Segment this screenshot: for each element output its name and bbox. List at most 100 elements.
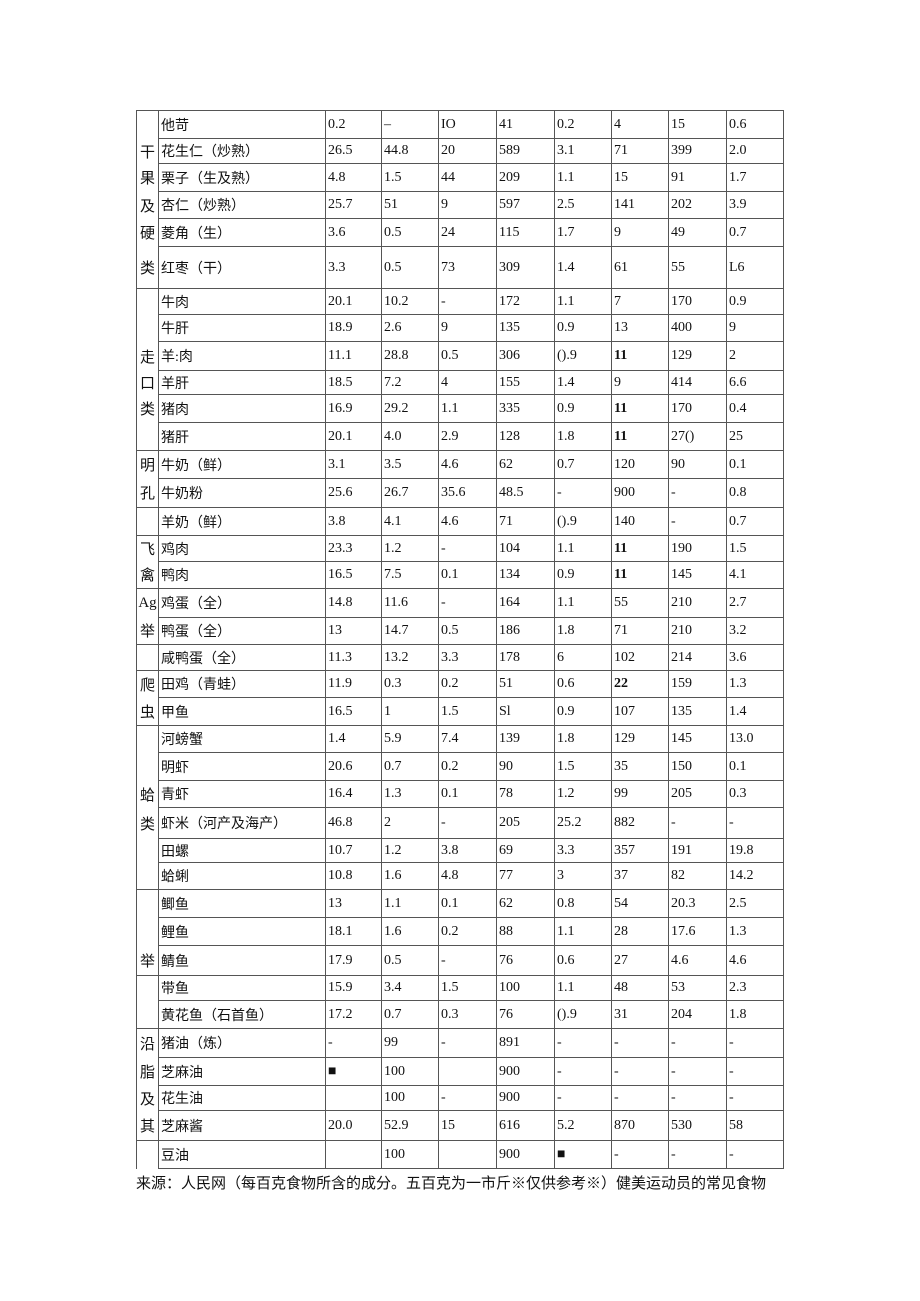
table-row: 牛肉 20.1 10.2-172 1.1 7 170 0.9 [136,288,784,315]
table-row: 牛肝 18.9 2.6 9 135 0.9 13 400 9 [136,314,784,342]
value-cell: 1.1 [554,163,612,192]
value-cell: - [668,478,727,508]
category-label: 类 [136,807,159,839]
value-cell: 16.5 [325,697,382,726]
value-cell: 41 [496,110,555,139]
value-cell: 209 [496,163,555,192]
value-cell: 76 [496,945,555,976]
table-row: 咸鸭蛋（全） 11.3 13.2 3.3 178 6 102 214 3.6 [136,644,784,671]
value-cell: 2.3 [726,975,784,1001]
food-name: 甲鱼 [158,697,326,726]
value-cell: 3.1 [325,450,382,479]
value-cell: 0.4 [726,394,784,423]
value-cell: 6.6 [726,370,784,395]
value-cell: L6 [726,246,784,289]
value-cell: 7.5 [381,561,439,589]
value-cell: 0.8 [726,478,784,508]
value-cell: 1.1 [554,588,612,618]
value-cell: ().9 [554,341,612,371]
value-cell: 129 [668,341,727,371]
value-cell: 25.7 [325,191,382,219]
value-cell: 31 [611,1000,669,1029]
value-cell: 4.1 [726,561,784,589]
food-name: 羊肝 [158,370,326,395]
value-cell: 99 [611,780,669,808]
value-cell: - [726,1057,784,1086]
value-cell: 71 [496,507,555,536]
value-cell: 62 [496,450,555,479]
value-cell: 0.3 [726,780,784,808]
value-cell: 0.1 [438,780,497,808]
value-cell: 1.2 [381,838,439,863]
value-cell: 17.9 [325,945,382,976]
value-cell: 9 [611,370,669,395]
value-cell: 0.5 [438,341,497,371]
value-cell: 16.9 [325,394,382,423]
category-label [136,314,159,342]
value-cell: 335 [496,394,555,423]
table-row: 类虾米（河产及海产） 46.8 2-205 25.2 882- - [136,807,784,839]
table-row: 鲤鱼 18.1 1.6 0.2 88 1.1 28 17.6 1.3 [136,917,784,946]
table-row: 举鲭鱼 17.9 0.5-76 0.6 27 4.6 4.6 [136,945,784,976]
value-cell: 309 [496,246,555,289]
value-cell: - [438,1085,497,1111]
value-cell: 0.7 [381,752,439,781]
value-cell: 3.2 [726,617,784,645]
table-row: 举鸭蛋（全） 13 14.7 0.5 186 1.8 71 210 3.2 [136,617,784,645]
category-label [136,1140,159,1169]
table-row: Ag 鸡蛋（全） 14.8 11.6-164 1.1 55 210 2.7 [136,588,784,618]
food-name: 芝麻酱 [158,1110,326,1141]
value-cell: 3.3 [325,246,382,289]
table-row: 沿猪油（炼） -99-891- - - - [136,1028,784,1058]
value-cell: 9 [611,218,669,247]
value-cell [438,1057,497,1086]
value-cell: 414 [668,370,727,395]
value-cell: 107 [611,697,669,726]
value-cell: - [611,1028,669,1058]
value-cell: 17.2 [325,1000,382,1029]
value-cell: 4.0 [381,422,439,451]
table-row: 口羊肝 18.5 7.2 4 155 1.4 9 414 6.6 [136,370,784,395]
food-name: 猪肝 [158,422,326,451]
category-label [136,838,159,863]
table-row: 孔牛奶粉 25.6 26.7 35.6 48.5-900-0.8 [136,478,784,508]
category-label: 蛤 [136,780,159,808]
value-cell: 115 [496,218,555,247]
value-cell: 1.7 [554,218,612,247]
category-label: 类 [136,246,159,289]
value-cell: 1 [381,697,439,726]
value-cell: 900 [611,478,669,508]
table-row: 脂芝麻油 ■ 100 900- - - - [136,1057,784,1086]
value-cell: 27 [611,945,669,976]
value-cell: 13 [325,889,382,918]
value-cell: 1.4 [726,697,784,726]
value-cell: - [726,1028,784,1058]
value-cell: 140 [611,507,669,536]
value-cell: 3.6 [325,218,382,247]
category-label [136,975,159,1001]
value-cell: 214 [668,644,727,671]
value-cell: 399 [668,138,727,164]
value-cell: 1.5 [726,535,784,562]
value-cell: 11.1 [325,341,382,371]
value-cell: 62 [496,889,555,918]
table-row: 硬菱角（生） 3.6 0.5 24 115 1.7 9 49 0.7 [136,218,784,247]
value-cell: 20.1 [325,422,382,451]
value-cell: 20.3 [668,889,727,918]
value-cell: 23.3 [325,535,382,562]
value-cell: 2.6 [381,314,439,342]
table-row: 黄花鱼（石首鱼） 17.2 0.7 0.3 76 ().9 31 204 1.8 [136,1000,784,1029]
value-cell: 0.5 [438,617,497,645]
food-name: 鸡蛋（全） [158,588,326,618]
value-cell: 2 [726,341,784,371]
value-cell: 25.6 [325,478,382,508]
value-cell: 54 [611,889,669,918]
value-cell: - [325,1028,382,1058]
value-cell: 27() [668,422,727,451]
value-cell: 104 [496,535,555,562]
value-cell: 0.9 [726,288,784,315]
value-cell: - [668,1057,727,1086]
value-cell: 1.6 [381,862,439,890]
food-name: 杏仁（炒熟） [158,191,326,219]
